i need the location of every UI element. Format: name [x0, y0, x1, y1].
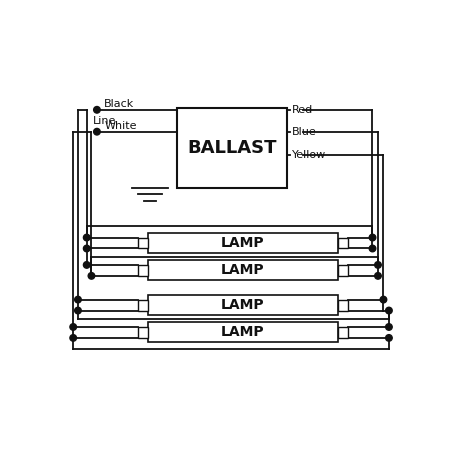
Circle shape	[70, 324, 76, 330]
Bar	[138, 300, 148, 310]
Text: White: White	[104, 120, 137, 131]
Bar	[338, 237, 348, 248]
Text: BALLAST: BALLAST	[187, 139, 277, 157]
Circle shape	[83, 234, 90, 241]
Circle shape	[369, 245, 376, 252]
Circle shape	[374, 273, 381, 279]
Bar	[148, 260, 338, 281]
Bar	[138, 327, 148, 338]
Circle shape	[75, 307, 81, 314]
Circle shape	[369, 234, 376, 241]
Text: Yellow: Yellow	[292, 150, 327, 160]
Bar	[138, 265, 148, 276]
Circle shape	[386, 324, 392, 330]
Text: Red: Red	[292, 105, 313, 115]
Text: LAMP: LAMP	[221, 236, 265, 250]
Circle shape	[75, 296, 81, 303]
Circle shape	[386, 335, 392, 341]
Text: Line: Line	[93, 116, 117, 126]
Bar	[148, 233, 338, 253]
Circle shape	[83, 262, 90, 268]
Text: LAMP: LAMP	[221, 264, 265, 277]
Text: Black: Black	[104, 99, 135, 109]
Circle shape	[94, 107, 100, 113]
Bar	[148, 295, 338, 315]
Bar	[138, 237, 148, 248]
Bar	[148, 322, 338, 343]
Text: LAMP: LAMP	[221, 298, 265, 312]
Circle shape	[94, 128, 100, 135]
Circle shape	[386, 307, 392, 314]
Circle shape	[374, 262, 381, 268]
Bar	[338, 300, 348, 310]
Circle shape	[88, 273, 95, 279]
Bar	[338, 265, 348, 276]
Circle shape	[70, 335, 76, 341]
Bar	[338, 327, 348, 338]
Text: Blue: Blue	[292, 127, 317, 137]
Circle shape	[83, 245, 90, 252]
Text: LAMP: LAMP	[221, 326, 265, 339]
Bar	[177, 108, 287, 188]
Circle shape	[380, 296, 387, 303]
